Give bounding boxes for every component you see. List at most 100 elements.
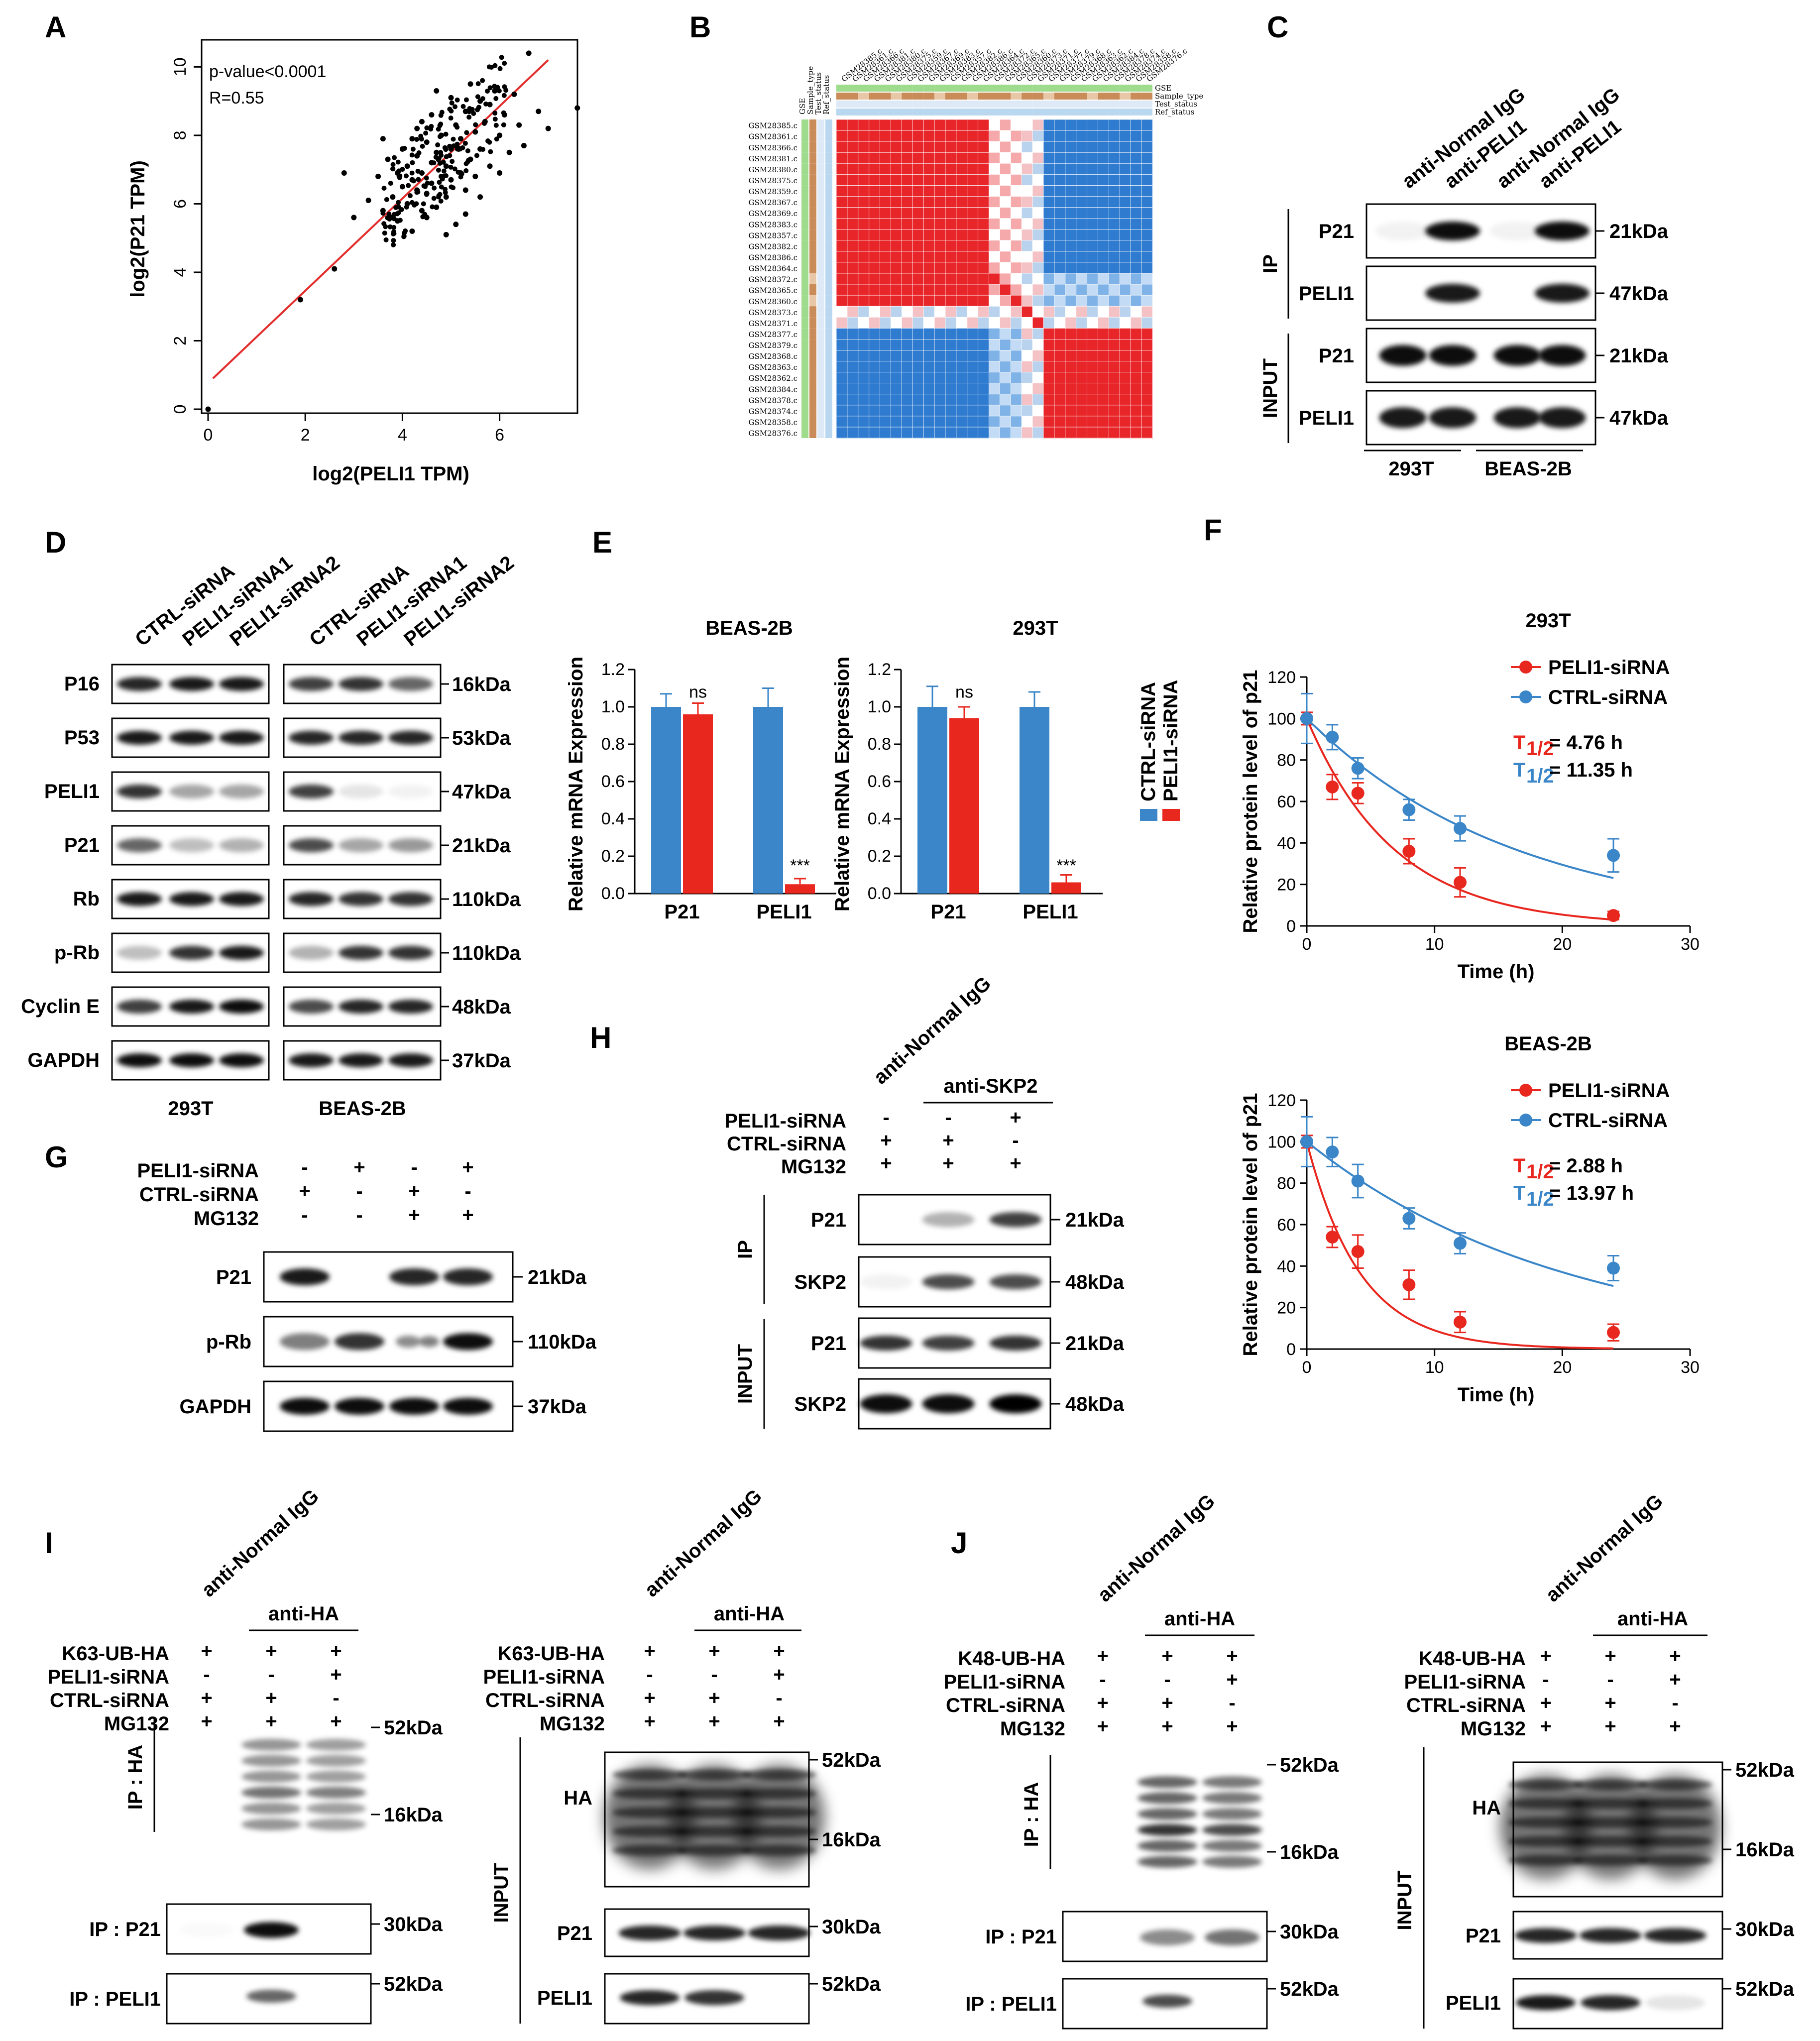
heatmap-cell xyxy=(1000,350,1011,362)
heatmap-cell xyxy=(880,229,892,241)
heatmap-cell xyxy=(891,317,902,329)
legend-label: CTRL-siRNA xyxy=(1548,1110,1668,1132)
heatmap-cell xyxy=(967,218,979,230)
treatment-sign: + xyxy=(708,1640,720,1662)
heatmap-cell xyxy=(923,372,935,384)
annotation-cell xyxy=(836,101,847,108)
scatter-point xyxy=(205,406,211,412)
scatter-point xyxy=(448,177,454,183)
left-annotation-cell xyxy=(809,218,816,229)
heatmap-cell xyxy=(891,141,902,153)
annotation-cell xyxy=(1131,85,1142,92)
heatmap-cell xyxy=(989,119,1001,131)
heatmap-cell xyxy=(1098,240,1110,252)
heatmap-cell xyxy=(1087,218,1099,230)
scatter-point xyxy=(424,125,430,130)
data-point-peli1-sirna xyxy=(1326,780,1339,794)
panel-letter-a: A xyxy=(45,10,66,44)
heatmap-cell xyxy=(1098,273,1110,285)
blot-band xyxy=(388,1053,433,1067)
y-tick-label: 0.6 xyxy=(601,772,625,791)
left-annotation-cell xyxy=(817,339,824,350)
heatmap-cell xyxy=(891,284,902,296)
scatter-point xyxy=(442,173,447,179)
heatmap-row-label: GSM28358.c xyxy=(748,418,797,427)
heatmap-cell xyxy=(1022,284,1033,296)
input-ha-band xyxy=(742,1845,816,1856)
blot-band xyxy=(117,1000,162,1014)
left-annotation-cell xyxy=(825,405,832,416)
heatmap-cell xyxy=(1109,185,1120,197)
heatmap-cell xyxy=(1141,163,1153,175)
heatmap-cell xyxy=(1054,405,1066,417)
size-label: 52kDa xyxy=(1280,1978,1339,2000)
heatmap-cell xyxy=(858,383,870,395)
heatmap-cell xyxy=(945,185,957,197)
heatmap-cell xyxy=(902,119,913,131)
heatmap-cell xyxy=(836,284,848,296)
heatmap-cell xyxy=(978,328,990,340)
heatmap-cell xyxy=(956,152,968,164)
heatmap-cell xyxy=(847,141,859,153)
blot-band xyxy=(339,946,383,960)
heatmap-cell xyxy=(989,284,1001,296)
heatmap-cell xyxy=(880,262,892,274)
heatmap-cell xyxy=(836,229,848,241)
input-ha-band xyxy=(1638,1855,1712,1866)
heatmap-cell xyxy=(1065,416,1077,428)
scatter-point xyxy=(466,109,472,114)
heatmap-cell xyxy=(1098,405,1110,417)
treatment-sign: + xyxy=(644,1640,655,1662)
heatmap-cell xyxy=(978,383,990,395)
heatmap-cell xyxy=(1065,229,1077,241)
heatmap-cell xyxy=(869,273,881,285)
heatmap-cell xyxy=(869,119,881,131)
treatment-label: CTRL-siRNA xyxy=(727,1133,846,1155)
left-annotation-label: Sample_type xyxy=(806,66,815,114)
heatmap-cell xyxy=(945,339,957,351)
heatmap-cell xyxy=(989,405,1001,417)
scatter-point xyxy=(437,134,443,139)
heatmap-cell xyxy=(989,251,1001,263)
ip-ha-smear xyxy=(1202,1840,1262,1852)
heatmap-cell xyxy=(858,372,870,384)
ip-ha-smear xyxy=(1202,1856,1262,1868)
heatmap-cell xyxy=(1109,317,1120,329)
input-ha-band xyxy=(1638,1817,1712,1828)
heatmap-cell xyxy=(869,174,881,186)
treatment-label: CTRL-siRNA xyxy=(50,1690,169,1711)
heatmap-cell xyxy=(945,152,957,164)
data-point-ctrl-sirna xyxy=(1454,822,1467,835)
heatmap-cell xyxy=(869,361,881,373)
heatmap-cell xyxy=(1087,152,1099,164)
treatment-sign: + xyxy=(330,1710,341,1732)
annotation-cell xyxy=(1076,85,1087,92)
annotation-cell xyxy=(1022,101,1033,108)
blot-band xyxy=(219,677,264,691)
x-tick-label: 20 xyxy=(1553,1358,1572,1377)
ip-ha-smear xyxy=(241,1739,301,1751)
heatmap-cell xyxy=(902,185,913,197)
heatmap-cell xyxy=(1076,295,1088,307)
heatmap-cell xyxy=(923,295,935,307)
input-ha-band xyxy=(1508,1798,1583,1809)
heatmap-cell xyxy=(1032,119,1044,131)
blot-size-label: 21kDa xyxy=(452,835,511,857)
heatmap-cell xyxy=(858,207,870,219)
heatmap-cell xyxy=(902,251,913,263)
heatmap-cell xyxy=(847,218,859,230)
heatmap-row-label: GSM28371.c xyxy=(748,319,797,328)
blot-band xyxy=(989,1394,1042,1413)
scatter-point xyxy=(404,204,409,210)
heatmap-cell xyxy=(880,130,892,142)
heatmap-cell xyxy=(1087,141,1099,153)
scatter-point xyxy=(431,160,437,166)
scatter-point xyxy=(480,147,485,152)
heatmap-cell xyxy=(1098,163,1110,175)
scatter-point xyxy=(475,81,481,87)
heatmap-cell xyxy=(1120,317,1131,329)
heatmap-cell xyxy=(989,262,1001,274)
y-axis-label: Relative protein level of p21 xyxy=(1240,1093,1261,1356)
annotation-cell xyxy=(847,93,858,100)
